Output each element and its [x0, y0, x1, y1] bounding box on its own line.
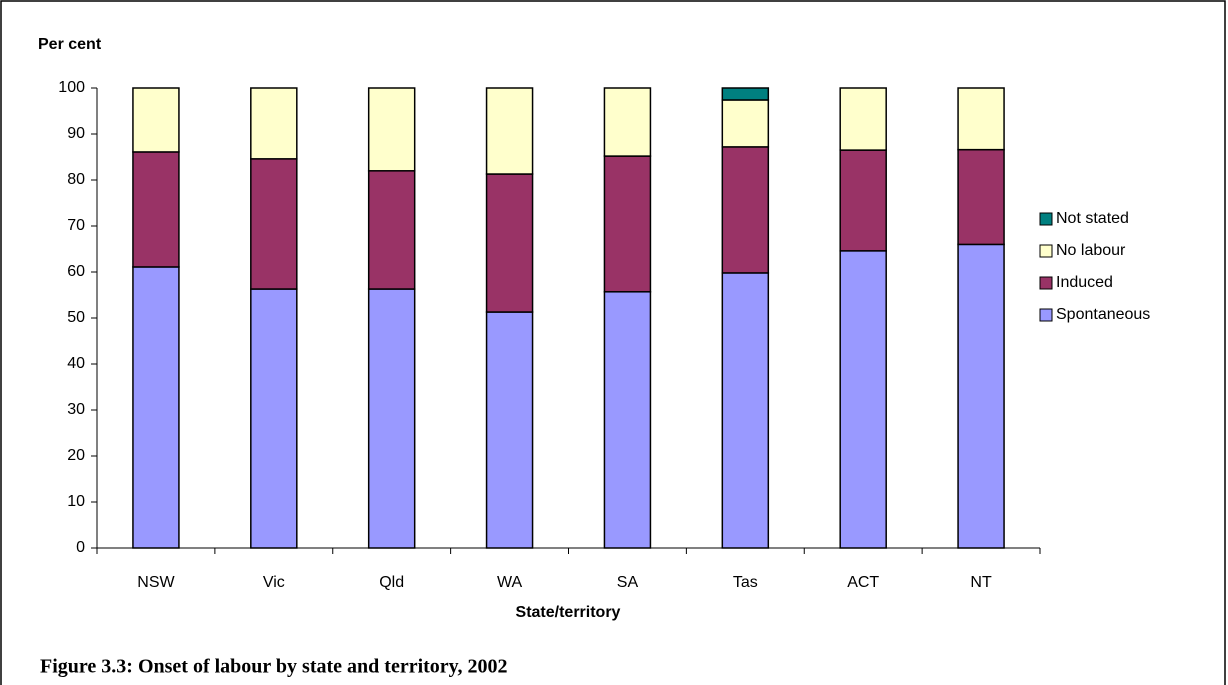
- y-tick-label: 0: [76, 539, 85, 556]
- y-tick-label: 20: [67, 447, 85, 464]
- bar-segment: [957, 148, 1005, 246]
- legend-swatch: [1039, 212, 1053, 226]
- y-tick-label: 40: [67, 355, 85, 372]
- y-tick-label: 10: [67, 493, 85, 510]
- x-tick-label: Vic: [263, 574, 285, 591]
- x-tick-label: Qld: [379, 574, 404, 591]
- x-tick-label: Tas: [733, 574, 758, 591]
- bar-segment: [957, 87, 1005, 151]
- legend-label: Not stated: [1056, 210, 1129, 227]
- bar-segment: [485, 311, 534, 549]
- bar-segment: [839, 149, 887, 252]
- bar-segment: [485, 173, 534, 313]
- bar-segment: [957, 243, 1005, 549]
- bar-segment: [132, 151, 180, 268]
- legend-swatch: [1039, 308, 1053, 322]
- x-tick-label: ACT: [847, 574, 879, 591]
- bar-segment: [839, 250, 887, 549]
- y-tick-label: 90: [67, 125, 85, 142]
- bar-segment: [250, 158, 298, 290]
- bar-segment: [839, 87, 887, 151]
- bar-segment: [367, 288, 416, 549]
- bar-segment: [721, 272, 770, 549]
- bar-segment: [721, 99, 770, 148]
- y-tick-label: 80: [67, 171, 85, 188]
- bar-segment: [132, 266, 180, 549]
- legend-label: No labour: [1056, 242, 1126, 259]
- legend-label: Induced: [1056, 274, 1113, 291]
- y-tick-label: 50: [67, 309, 85, 326]
- bar-segment: [603, 87, 652, 157]
- x-tick-label: WA: [497, 574, 523, 591]
- legend-label: Spontaneous: [1056, 306, 1150, 323]
- legend-swatch: [1039, 276, 1053, 290]
- y-tick-label: 30: [67, 401, 85, 418]
- y-tick-label: 100: [58, 79, 85, 96]
- bar-segment: [721, 87, 770, 101]
- x-tick-label: SA: [617, 574, 639, 591]
- bar-segment: [250, 288, 298, 549]
- y-axis-label: Per cent: [38, 36, 102, 53]
- legend-swatch: [1039, 244, 1053, 258]
- bar-segment: [250, 87, 298, 160]
- x-axis-label: State/territory: [516, 604, 621, 621]
- bar-segment: [132, 87, 180, 153]
- bar-segment: [367, 170, 416, 290]
- bar-segment: [603, 155, 652, 293]
- y-tick-label: 70: [67, 217, 85, 234]
- bar-segment: [721, 146, 770, 274]
- caption: Figure 3.3: Onset of labour by state and…: [40, 656, 508, 678]
- y-tick-label: 60: [67, 263, 85, 280]
- bar-segment: [367, 87, 416, 172]
- x-tick-label: NSW: [137, 574, 175, 591]
- x-tick-label: NT: [970, 574, 992, 591]
- bar-segment: [603, 291, 652, 549]
- bar-segment: [485, 87, 534, 175]
